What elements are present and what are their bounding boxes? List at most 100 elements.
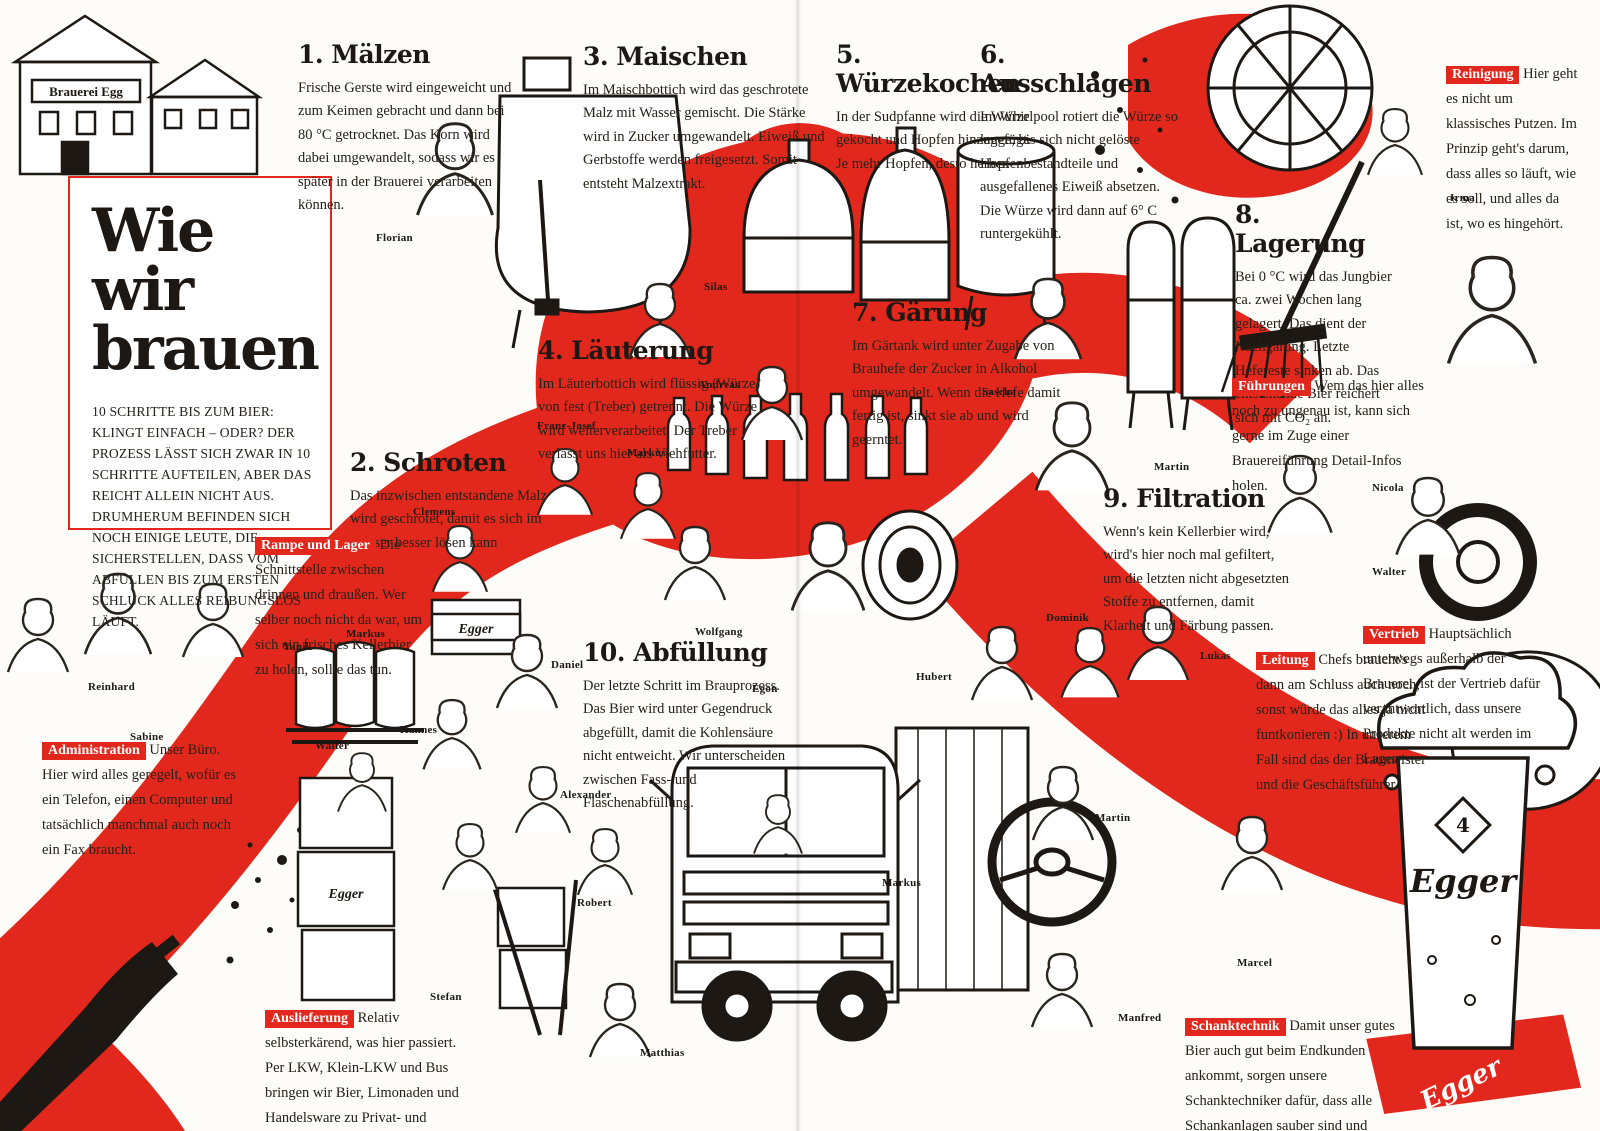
role-administration: Administration Unser Büro. Hier wird all… [42,738,240,863]
role-text: Wem das hier alles noch zu ungenau ist, … [1232,378,1424,494]
step-title: 2. Schroten [350,448,507,477]
role-text: Hauptsächlich unterwegs außerhalb der Br… [1363,626,1541,767]
person-name-stefan: Stefan [430,991,462,1003]
role-leitung: Leitung Chefs braucht's dann am Schluss … [1256,648,1434,798]
barrel-illustration [1206,4,1374,172]
person-name-robert: Robert [577,897,612,909]
role-text: Die Schnittstelle zwischen drinnen und d… [255,537,422,678]
step-text: In der Sudpfanne wird die Würze gekocht … [836,109,1031,172]
intro-text: 10 SCHRITTE BIS ZUM BIER: KLINGT EINFACH… [92,404,312,629]
step-title: 6. Ausschlagen [980,40,1151,98]
step-title: 5. Würzekochen [836,40,1021,98]
person-name-manfred: Manfred [1118,1012,1162,1024]
truck-illustration [648,726,1030,1042]
role-auslieferung: Auslieferung Relativ selbsterkärend, was… [265,1006,463,1131]
crate-brand-text-2: Egger [328,887,365,902]
role-text: Hier geht es nicht um klassisches Putzen… [1446,66,1578,232]
role-badge: Administration [42,742,146,760]
role-badge: Führungen [1232,378,1311,396]
person-name-dominik: Dominik [1046,612,1090,624]
person-name-sascha: Sascha [982,386,1017,398]
role-text: Chefs braucht's dann am Schluss auch noc… [1256,652,1426,793]
person-name-markus-3: Markus [882,877,922,889]
step-2-schroten: 2. Schroten Das inzwischen entstandene M… [350,448,572,555]
person-name-alexander: Alexander [560,789,612,801]
person-name-walter-1: Walter [315,740,350,752]
spray-bottle-illustration [0,934,181,1131]
step-title: 8. Lagerung [1235,200,1366,258]
person-name-irma: Irma [1450,192,1476,204]
storage-tanks-illustration [1126,216,1236,431]
role-rampe-und-lager: Rampe und Lager Die Schnittstelle zwisch… [255,533,425,683]
glass-logo-mark: 4 [1456,813,1470,837]
person-name-yanik: Yanik [283,641,313,653]
role-text: Unser Büro. Hier wird alles geregelt, wo… [42,742,237,858]
step-4-laeuterung: 4. Läuterung Im Läuterbottich wird flüss… [538,336,780,467]
role-text: Relativ selbsterkärend, was hier passier… [265,1010,459,1126]
person-name-andreas: Andreas [698,379,740,391]
step-10-abfuellung: 10. Abfüllung Der letzte Schritt im Brau… [583,638,791,816]
person-name-daniel: Daniel [551,659,584,671]
person-name-martin-1: Martin [1095,812,1131,824]
beer-crates-illustration: Egger Egger [296,598,578,1036]
step-title: 4. Läuterung [538,336,714,365]
kegs-pallet-illustration [286,640,424,744]
step-text: Der letzte Schritt im Brauprozess. Das B… [583,678,786,812]
keg-illustration [861,509,959,621]
title-panel: Wie wir brauen 10 SCHRITTE BIS ZUM BIER: … [68,176,332,629]
step-6-ausschlagen: 6. Ausschlagen Im Whirlpool rotiert die … [980,40,1182,247]
person-name-lukas: Lukas [1200,650,1231,662]
step-title: 7. Gärung [852,298,987,327]
person-name-wolfgang: Wolfgang [695,626,743,638]
step-text: Im Gärtank wird unter Zugabe von Brauhef… [852,338,1061,448]
person-name-hubert: Hubert [916,671,953,683]
step-1-maelzen: 1. Mälzen Frische Gerste wird eingeweich… [298,40,520,218]
step-text: Im Läuterbottich wird flüssig (Würze) vo… [538,376,761,463]
person-name-sabine: Sabine [130,731,164,743]
role-badge: Leitung [1256,652,1315,670]
step-text: Frische Gerste wird eingeweicht und zum … [298,80,512,214]
role-badge: Vertrieb [1363,626,1426,644]
person-name-florian: Florian [376,232,413,244]
brew-kettles-illustration [742,126,951,302]
role-badge: Schanktechnik [1185,1018,1286,1036]
role-badge: Auslieferung [265,1010,354,1028]
role-schanktechnik: Schanktechnik Damit unser gutes Bier auc… [1185,1014,1413,1131]
person-name-matthias: Matthias [640,1047,685,1059]
role-vertrieb: Vertrieb Hauptsächlich unterwegs außerha… [1363,622,1541,772]
step-text: Wenn's kein Kellerbier wird, wird's hier… [1103,524,1290,634]
role-badge: Rampe und Lager [255,537,376,555]
beer-glass-illustration: 4 Egger Egger [1377,651,1578,1117]
person-name-hannes: Hannes [400,724,438,736]
step-title: 10. Abfüllung [583,638,768,667]
step-7-gaerung: 7. Gärung Im Gärtank wird unter Zugabe v… [852,298,1076,452]
step-title: 3. Maischen [583,42,748,71]
role-badge: Reinigung [1446,66,1520,84]
person-name-markus-1: Markus [627,447,667,459]
person-name-markus-2: Markus [346,628,386,640]
step-title: 1. Mälzen [298,40,430,69]
person-name-martin-2: Martin [1154,461,1190,473]
step-text: Im Whirlpool rotiert die Würze so lange,… [980,109,1178,243]
person-name-silas: Silas [704,281,728,293]
person-name-walter-2: Walter [1372,566,1407,578]
step-text: Das inzwischen entstandene Malz wird ges… [350,488,547,551]
tire-illustration [1419,503,1537,621]
person-name-egon: Egon [752,683,778,695]
step-5-wuerzekochen: 5. Würzekochen In der Sudpfanne wird die… [836,40,1044,176]
person-name-nicola: Nicola [1372,482,1404,494]
step-title: 9. Filtration [1103,484,1265,513]
step-9-filtration: 9. Filtration Wenn's kein Kellerbier wir… [1103,484,1295,638]
steering-wheel-illustration [987,797,1117,927]
step-3-maischen: 3. Maischen Im Maischbottich wird das ge… [583,42,835,196]
page-fold [795,0,801,1131]
brewery-sign-text: Brauerei Egg [49,84,123,99]
role-fuehrungen: Führungen Wem das hier alles noch zu ung… [1232,374,1424,499]
mash-tun-illustration [494,56,692,349]
crate-brand-text: Egger [458,622,495,637]
page-title: Wie wir brauen [92,196,320,384]
step-text: Im Maischbottich wird das geschrotete Ma… [583,82,825,192]
person-name-clemens: Clemens [413,506,456,518]
role-reinigung: Reinigung Hier geht es nicht um klassisc… [1446,62,1578,237]
